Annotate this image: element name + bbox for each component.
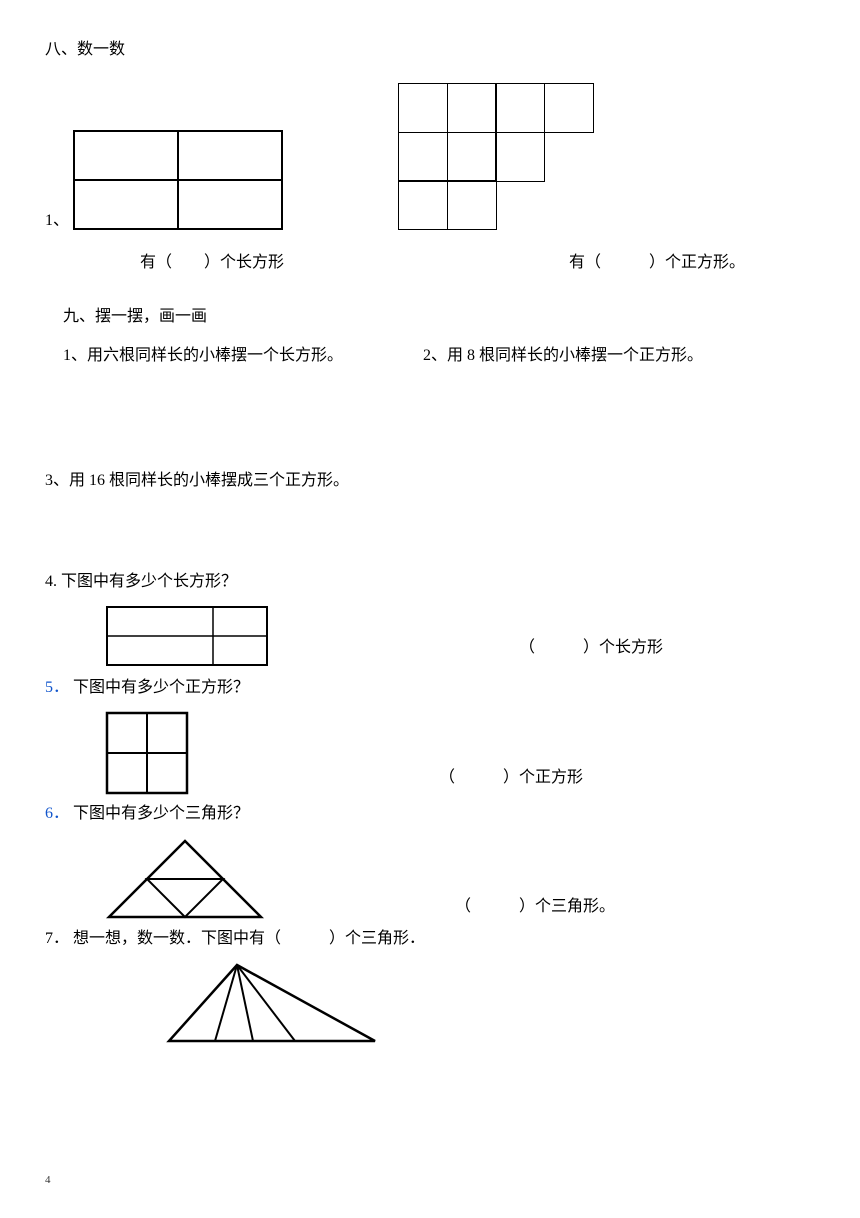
q4-num: 4. xyxy=(45,573,57,590)
page-number: 4 xyxy=(45,1174,51,1186)
q6: 6． 下图中有多少个三角形？ xyxy=(45,799,815,829)
q1-answers: 有（ ）个长方形 有（ ）个正方形。 xyxy=(45,248,815,272)
q7-text: 想一想，数一数．下图中有（ ）个三角形． xyxy=(73,930,425,947)
q5: 5． 下图中有多少个正方形？ xyxy=(45,673,815,703)
q7-num: 7． xyxy=(45,930,69,947)
q5-num: 5． xyxy=(45,679,69,696)
q1-ans-right: 有（ ）个正方形。 xyxy=(569,248,745,272)
q4-text: 下图中有多少个长方形？ xyxy=(61,573,237,590)
figure-staircase xyxy=(398,83,594,230)
q6-num: 6． xyxy=(45,805,69,822)
figure-q6-triangle xyxy=(105,838,265,920)
q5-ans: （ ）个正方形 xyxy=(439,763,583,787)
q5-text: 下图中有多少个正方形？ xyxy=(73,679,249,696)
section-9-q3: 3、用 16 根同样长的小棒摆成三个正方形。 xyxy=(45,466,815,496)
q1-ans-left: 有（ ）个长方形 xyxy=(140,248,284,272)
section-9-q2: 2、用 8 根同样长的小棒摆一个正方形。 xyxy=(423,341,703,371)
section-8-title: 八、数一数 xyxy=(45,35,815,65)
section-8: 八、数一数 1、 xyxy=(45,35,815,272)
q4-figure-row: （ ）个长方形 xyxy=(105,605,815,667)
section-9-q1q2: 1、用六根同样长的小棒摆一个长方形。 2、用 8 根同样长的小棒摆一个正方形。 xyxy=(63,341,815,371)
section-9-title: 九、摆一摆，画一画 xyxy=(63,302,815,332)
figure-rect-2x2 xyxy=(73,130,283,230)
q6-ans: （ ）个三角形。 xyxy=(455,892,615,916)
figure-q5-square xyxy=(105,711,189,795)
q1-figure-row: 1、 xyxy=(45,83,815,230)
q7: 7． 想一想，数一数．下图中有（ ）个三角形． xyxy=(45,924,815,954)
section-9-q1: 1、用六根同样长的小棒摆一个长方形。 xyxy=(63,341,423,371)
q4-ans: （ ）个长方形 xyxy=(519,633,663,657)
figure-q4-rect xyxy=(105,605,269,667)
q6-figure-row: （ ）个三角形。 xyxy=(105,838,815,920)
q1-label: 1、 xyxy=(45,206,73,230)
q7-figure xyxy=(165,962,815,1044)
q5-figure-row: （ ）个正方形 xyxy=(105,711,815,795)
q6-text: 下图中有多少个三角形？ xyxy=(73,805,249,822)
section-9: 九、摆一摆，画一画 1、用六根同样长的小棒摆一个长方形。 2、用 8 根同样长的… xyxy=(63,302,815,371)
figure-q7-triangle xyxy=(165,962,379,1044)
q4: 4. 下图中有多少个长方形？ xyxy=(45,567,815,597)
